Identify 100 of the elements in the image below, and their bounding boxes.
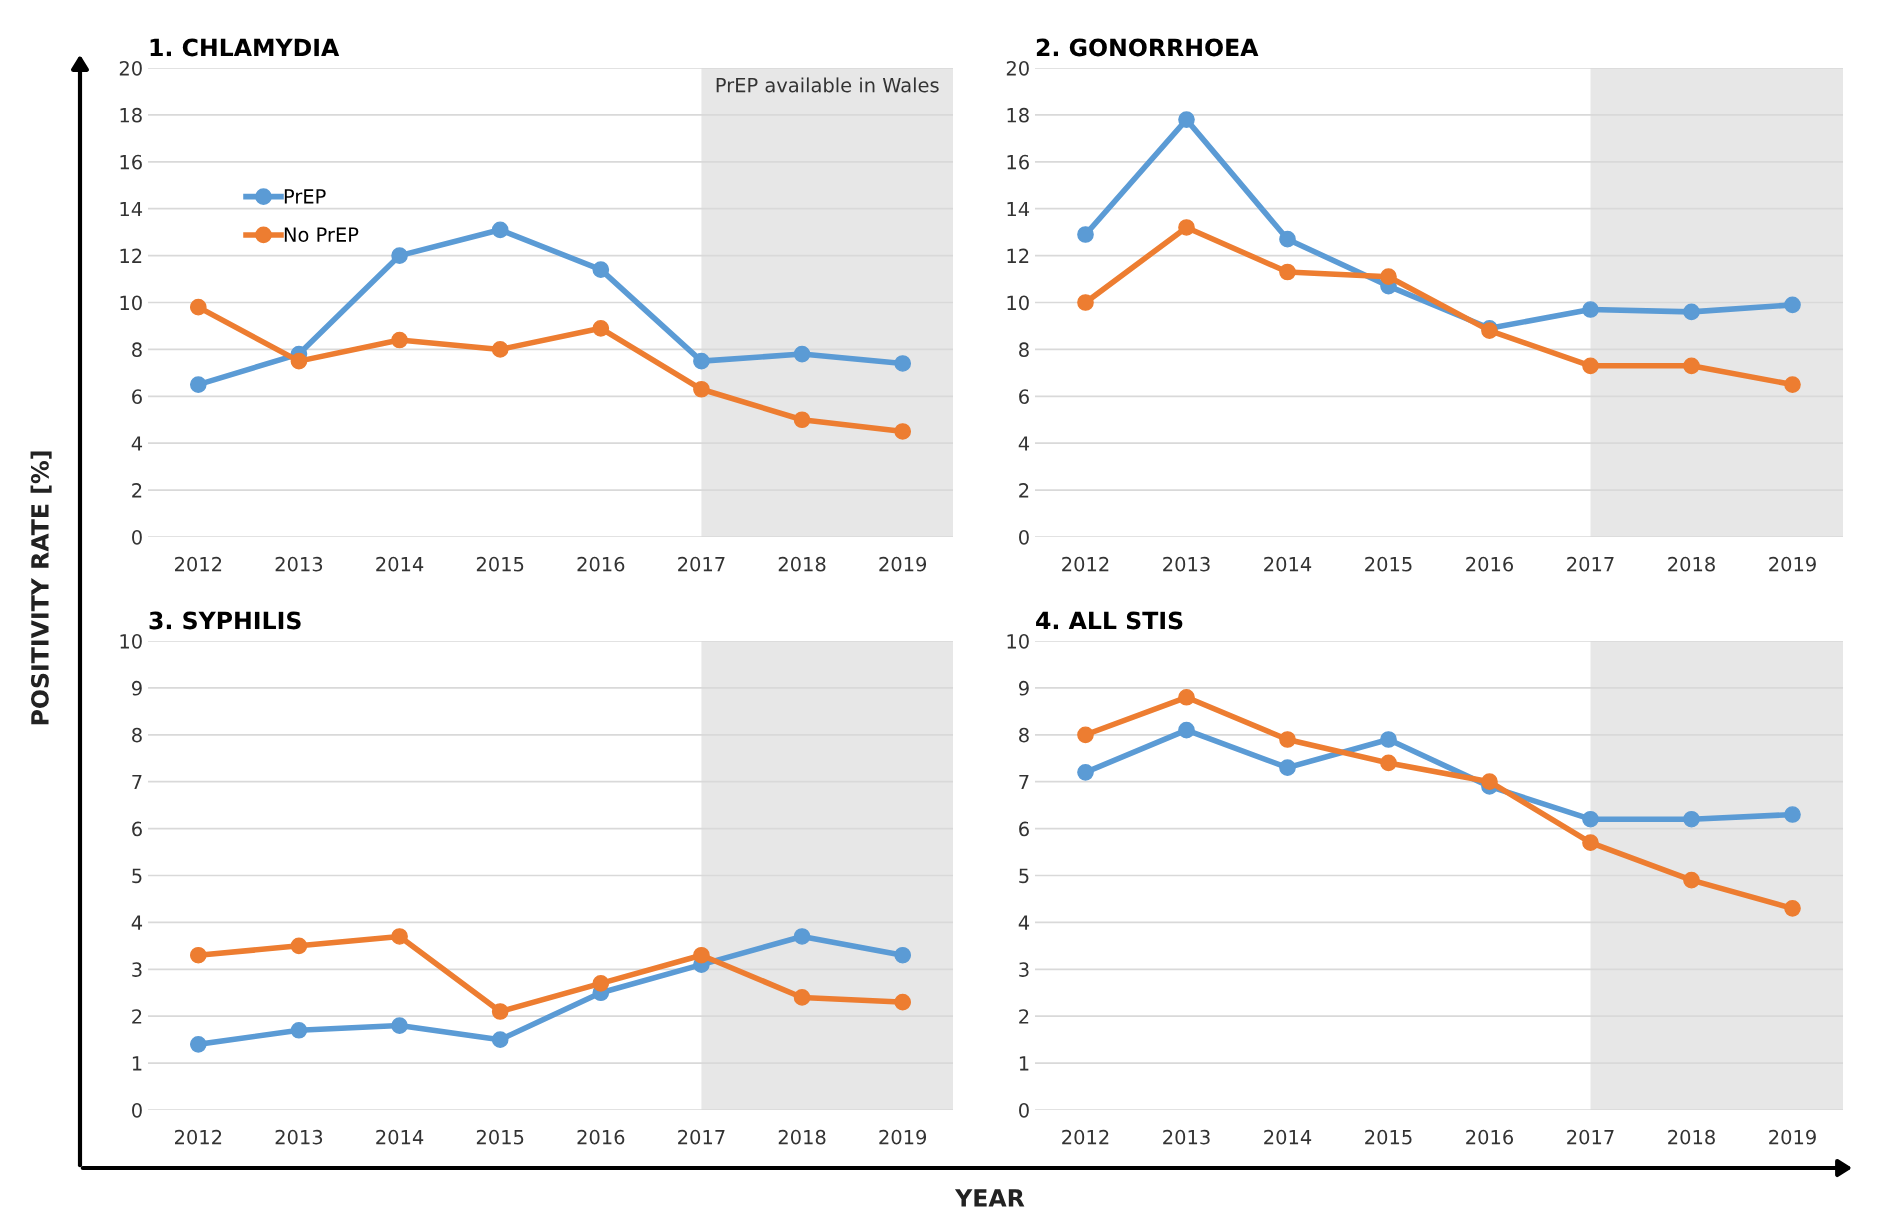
point xyxy=(592,261,610,279)
x-tick-label: 2019 xyxy=(1769,1129,1816,1145)
point xyxy=(290,937,308,955)
x-tick-label: 2018 xyxy=(1668,556,1715,572)
y-tick-label: 9 xyxy=(131,680,142,696)
point xyxy=(894,993,912,1011)
point xyxy=(1279,731,1296,748)
point xyxy=(693,352,710,370)
point xyxy=(391,1017,408,1034)
y-tick-label: 4 xyxy=(1018,436,1030,451)
point xyxy=(894,946,912,964)
x-axis-title: YEAR xyxy=(954,1189,1025,1207)
point xyxy=(1683,357,1700,375)
x-tick-label: 2017 xyxy=(1567,556,1614,572)
point xyxy=(1784,296,1801,314)
y-tick-label: 4 xyxy=(131,915,143,930)
y-tick-label: 16 xyxy=(1007,154,1029,170)
y-tick-label: 10 xyxy=(120,295,142,311)
y-tick-label: 0 xyxy=(1019,1102,1029,1118)
y-tick-label: 6 xyxy=(132,821,142,837)
point xyxy=(189,946,207,964)
x-tick-label: 2018 xyxy=(778,556,826,572)
y-tick-label: 6 xyxy=(1019,389,1029,404)
point xyxy=(1178,688,1195,706)
point xyxy=(391,928,408,945)
chart-title: 4. ALL STIS xyxy=(1036,611,1183,630)
point xyxy=(793,411,811,429)
y-tick-label: 16 xyxy=(120,154,142,170)
y-tick-label: 0 xyxy=(1019,529,1029,545)
y-tick-label: 2 xyxy=(1019,483,1029,498)
y-tick-label: 8 xyxy=(1019,727,1029,743)
y-tick-label: 7 xyxy=(132,774,142,790)
point xyxy=(1279,230,1296,248)
x-tick-label: 2014 xyxy=(1264,1129,1312,1145)
point xyxy=(1582,834,1599,852)
y-tick-label: 5 xyxy=(132,868,142,884)
point xyxy=(391,331,408,349)
point xyxy=(491,1003,509,1020)
point xyxy=(189,376,207,393)
x-tick-label: 2016 xyxy=(577,556,625,572)
point xyxy=(491,221,509,239)
y-tick-label: 7 xyxy=(1019,774,1029,790)
x-tick-label: 2012 xyxy=(1062,556,1109,572)
y-tick-label: 10 xyxy=(1007,633,1029,649)
y-tick-label: 10 xyxy=(1007,295,1029,311)
point xyxy=(1784,899,1801,917)
y-tick-label: 1 xyxy=(132,1056,142,1071)
x-tick-label: 2014 xyxy=(376,1129,424,1145)
y-tick-label: 1 xyxy=(1019,1056,1029,1071)
point xyxy=(1279,759,1296,776)
point xyxy=(1077,726,1094,744)
y-tick-label: 18 xyxy=(120,107,142,123)
y-tick-label: 8 xyxy=(132,727,142,743)
x-tick-label: 2019 xyxy=(879,1129,927,1145)
point xyxy=(1582,810,1599,828)
y-tick-label: 6 xyxy=(1019,821,1029,837)
x-tick-label: 2017 xyxy=(678,556,725,572)
y-tick-label: 8 xyxy=(1019,342,1029,358)
x-tick-label: 2018 xyxy=(778,1129,826,1145)
point xyxy=(189,298,207,316)
x-tick-label: 2012 xyxy=(174,1129,222,1145)
y-tick-label: 4 xyxy=(1018,915,1030,930)
legend-label: No PrEP xyxy=(284,227,359,242)
y-tick-label: 4 xyxy=(131,436,143,451)
x-tick-label: 2015 xyxy=(1365,1129,1412,1145)
point xyxy=(793,989,811,1006)
point xyxy=(1077,226,1094,243)
point xyxy=(793,345,811,363)
point xyxy=(1784,376,1801,393)
y-tick-label: 14 xyxy=(1007,201,1030,217)
x-tick-label: 2019 xyxy=(1769,556,1816,572)
point xyxy=(290,1021,308,1039)
point xyxy=(592,975,610,992)
point xyxy=(189,1036,207,1053)
point xyxy=(1683,871,1700,889)
point xyxy=(894,423,912,440)
point xyxy=(592,319,610,337)
chart-title: 1. CHLAMYDIA xyxy=(150,38,340,57)
x-tick-label: 2015 xyxy=(476,1129,524,1145)
y-tick-label: 2 xyxy=(132,483,142,498)
point xyxy=(1279,263,1296,281)
point xyxy=(290,352,308,370)
y-tick-label: 3 xyxy=(1019,962,1029,977)
point xyxy=(1481,773,1498,791)
x-tick-label: 2015 xyxy=(476,556,524,572)
y-tick-label: 0 xyxy=(132,1102,142,1118)
y-tick-label: 12 xyxy=(1007,248,1029,263)
y-tick-label: 10 xyxy=(120,633,142,649)
x-tick-label: 2013 xyxy=(1163,556,1210,572)
y-tick-label: 18 xyxy=(1007,107,1029,123)
point xyxy=(491,341,509,358)
x-tick-label: 2019 xyxy=(879,556,927,572)
point xyxy=(1683,303,1700,321)
x-tick-label: 2016 xyxy=(1466,1129,1514,1145)
point xyxy=(693,946,710,964)
point xyxy=(1582,301,1599,318)
x-tick-label: 2016 xyxy=(577,1129,625,1145)
y-tick-label: 20 xyxy=(119,60,142,76)
x-tick-label: 2018 xyxy=(1668,1129,1715,1145)
point xyxy=(1582,357,1599,375)
